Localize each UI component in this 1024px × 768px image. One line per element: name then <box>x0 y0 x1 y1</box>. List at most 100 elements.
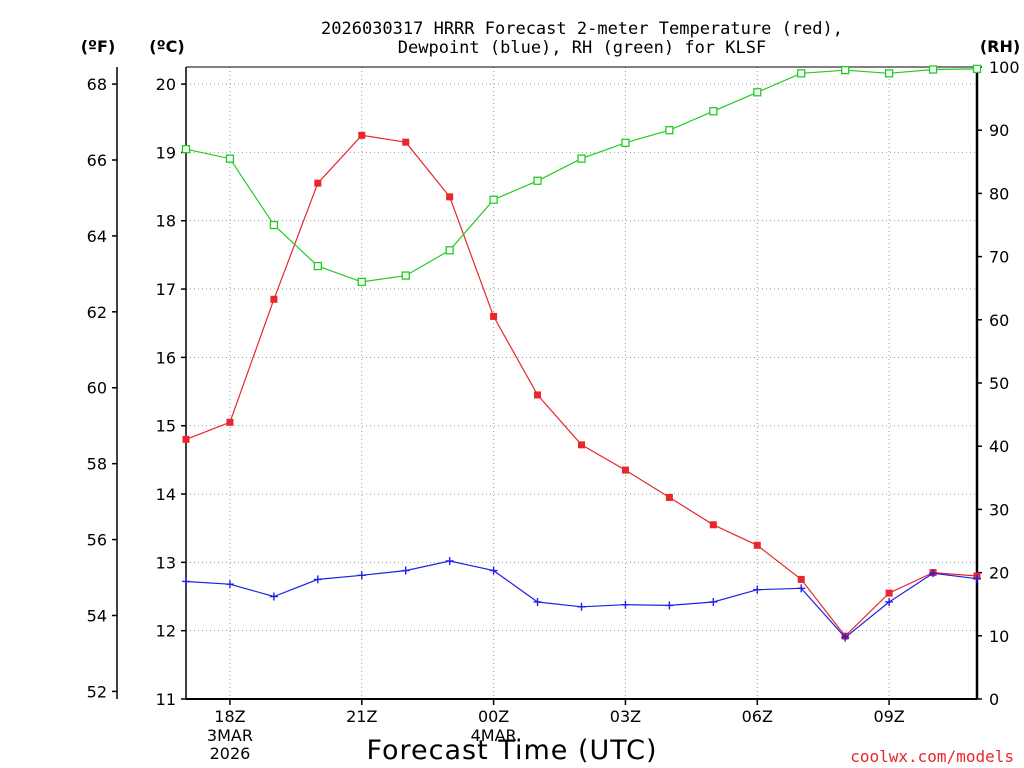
celsius-tick-label: 16 <box>156 348 176 367</box>
temperature-point <box>270 295 278 303</box>
rh-tick-label: 10 <box>989 627 1009 646</box>
rh-tick-label: 20 <box>989 564 1009 583</box>
dewpoint-point <box>621 600 630 609</box>
temperature-point <box>797 575 805 583</box>
dewpoint-point <box>929 569 938 578</box>
temperature-line <box>185 134 978 637</box>
dewpoint-point <box>665 601 674 610</box>
dewpoint-point <box>313 575 322 584</box>
dewpoint-point <box>533 597 542 606</box>
grid-lines <box>186 67 977 699</box>
dewpoint-point <box>357 571 366 580</box>
temperature-point <box>446 193 454 201</box>
rh-point <box>269 220 279 230</box>
axes: 11 12 13 14 15 16 17 18 19 20 52 54 56 58 60 62 64 66 68 0 1… <box>87 58 1020 763</box>
celsius-tick-label: 13 <box>156 553 176 572</box>
temperature-point <box>709 521 717 529</box>
rh-point <box>533 176 542 185</box>
x-tick-label: 00Z <box>478 707 509 726</box>
dewpoint-point <box>225 580 234 589</box>
x-tick-label: 09Z <box>873 707 904 726</box>
celsius-tick-label: 20 <box>156 75 176 94</box>
fahrenheit-tick-label: 64 <box>87 227 107 246</box>
dewpoint-line <box>185 560 978 639</box>
temperature-point <box>182 435 190 443</box>
fahrenheit-tick-label: 56 <box>87 531 107 550</box>
credit-label: coolwx.com/models <box>850 747 1014 766</box>
celsius-tick-label: 15 <box>156 417 176 436</box>
fahrenheit-tick-label: 54 <box>87 606 107 625</box>
celsius-unit-label: (ºC) <box>149 37 184 56</box>
rh-point <box>577 154 586 163</box>
rh-point <box>709 107 718 116</box>
x-tick-date-label: 4MAR <box>471 726 517 745</box>
dewpoint-point <box>577 602 586 611</box>
temperature-point <box>753 541 761 549</box>
chart-title-line2: Dewpoint (blue), RH (green) for KLSF <box>398 38 766 58</box>
temperature-point <box>226 418 234 426</box>
dewpoint-point <box>753 585 762 594</box>
rh-point <box>753 88 762 97</box>
rh-point <box>313 261 322 271</box>
rh-tick-label: 90 <box>989 121 1009 140</box>
temperature-point <box>885 589 893 597</box>
x-tick-label: 03Z <box>610 707 641 726</box>
rh-tick-label: 70 <box>989 248 1009 267</box>
dewpoint-point <box>269 592 278 601</box>
x-tick-label: 18Z <box>214 707 245 726</box>
x-axis-label: Forecast Time (UTC) <box>366 735 657 766</box>
dewpoint-point <box>841 633 850 642</box>
x-tick-year-label: 2026 <box>210 744 251 763</box>
rh-point <box>928 65 938 74</box>
rh-point <box>972 64 982 74</box>
rh-tick-label: 30 <box>989 500 1009 519</box>
temperature-point <box>402 138 410 146</box>
dewpoint-point <box>489 566 498 575</box>
series-layer <box>181 64 982 642</box>
rh-point <box>797 69 806 78</box>
celsius-tick-label: 19 <box>156 143 176 162</box>
fahrenheit-unit-label: (ºF) <box>81 37 116 56</box>
chart-title-line1: 2026030317 HRRR Forecast 2-meter Tempera… <box>321 19 843 39</box>
temperature-point <box>314 179 322 187</box>
temperature-point <box>490 312 498 320</box>
temperature-point <box>621 466 629 474</box>
rh-tick-label: 50 <box>989 374 1009 393</box>
rh-point <box>841 66 850 75</box>
fahrenheit-tick-label: 62 <box>87 303 107 322</box>
fahrenheit-tick-label: 52 <box>87 682 107 701</box>
dewpoint-point <box>885 597 894 606</box>
rh-point <box>621 138 630 147</box>
fahrenheit-tick-label: 58 <box>87 455 107 474</box>
celsius-tick-label: 14 <box>156 485 176 504</box>
dewpoint-point <box>445 556 454 565</box>
dewpoint-point <box>973 574 981 583</box>
x-tick-label: 21Z <box>346 707 377 726</box>
rh-tick-label: 40 <box>989 437 1009 456</box>
dewpoint-point <box>709 597 718 606</box>
rh-point <box>884 69 894 78</box>
temperature-point <box>578 441 585 449</box>
x-tick-label: 06Z <box>742 707 773 726</box>
dewpoint-point <box>797 584 806 593</box>
celsius-tick-label: 11 <box>156 690 176 709</box>
temperature-point <box>665 493 673 501</box>
rh-point <box>225 154 235 163</box>
dewpoint-point <box>182 577 190 586</box>
fahrenheit-tick-label: 68 <box>87 75 107 94</box>
temperature-point <box>534 391 542 399</box>
fahrenheit-tick-label: 66 <box>87 151 107 170</box>
rh-point <box>181 145 191 154</box>
fahrenheit-tick-label: 60 <box>87 379 107 398</box>
celsius-tick-label: 12 <box>156 622 176 641</box>
rh-tick-label: 0 <box>989 690 999 709</box>
x-tick-date-label: 3MAR <box>207 726 253 745</box>
rh-point <box>489 195 498 204</box>
celsius-tick-label: 18 <box>156 212 176 231</box>
rh-tick-label: 100 <box>989 58 1020 77</box>
rh-point <box>357 277 366 287</box>
celsius-tick-label: 17 <box>156 280 176 299</box>
rh-point <box>445 246 454 255</box>
rh-line <box>185 68 978 283</box>
